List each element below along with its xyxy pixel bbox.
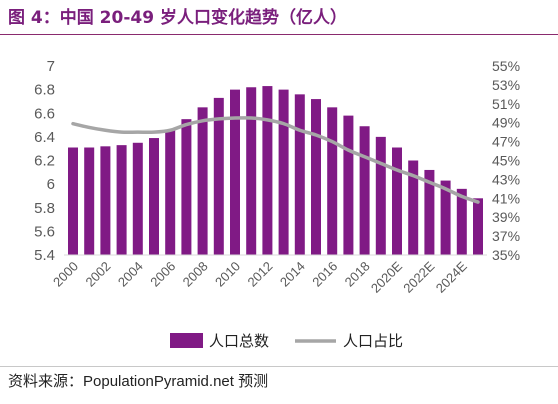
population-total-bar <box>213 97 224 255</box>
left-axis-tick-label: 7 <box>47 58 55 75</box>
left-axis-tick-label: 5.4 <box>34 247 55 264</box>
population-total-bar <box>327 107 338 255</box>
right-axis-tick-label: 51% <box>492 96 520 112</box>
population-total-bar <box>375 136 386 255</box>
population-total-bar <box>278 89 289 255</box>
source-divider <box>0 366 558 367</box>
title-divider <box>0 34 558 35</box>
population-total-bar <box>473 198 483 255</box>
x-axis: 2000 2002 2004 2006 2008 2010 2012 2014 2016 2018… <box>50 254 487 296</box>
left-axis-tick-label: 6 <box>47 176 55 193</box>
population-total-bar <box>408 160 419 255</box>
population-total-bar <box>311 99 321 255</box>
left-axis-tick-label: 6.8 <box>34 82 55 99</box>
right-axis-tick-label: 37% <box>492 228 520 244</box>
population-total-bar <box>440 180 451 255</box>
right-axis-tick-label: 35% <box>492 247 520 263</box>
left-axis-tick-label: 5.6 <box>34 223 55 240</box>
x-axis-tick-label: 2024E <box>433 258 470 295</box>
source-note: 资料来源：PopulationPyramid.net 预测 <box>8 373 269 390</box>
population-total-bars <box>68 86 483 256</box>
right-axis-tick-label: 43% <box>492 171 520 187</box>
population-total-bar <box>424 169 435 255</box>
left-axis-tick-label: 6.2 <box>34 153 55 170</box>
population-total-bar <box>392 147 402 255</box>
x-axis-tick-label: 2006 <box>147 259 178 290</box>
left-axis-tick-label: 6.6 <box>34 105 55 122</box>
population-chart: 5.4 5.6 5.8 6 6.2 6.4 6.6 6.8 7 35% 37% 39% 41% 43% 4… <box>34 58 520 350</box>
x-axis-tick-label: 2014 <box>277 259 308 290</box>
legend-label-total: 人口总数 <box>209 332 269 350</box>
population-total-bar <box>100 146 111 255</box>
x-axis-tick-label: 2016 <box>309 259 340 290</box>
right-axis-tick-label: 47% <box>492 134 520 150</box>
population-total-bar <box>116 145 127 255</box>
legend-swatch-total <box>170 333 203 348</box>
population-share-line <box>71 116 480 204</box>
x-axis-tick-label: 2022E <box>400 258 437 295</box>
population-total-bar <box>294 94 305 255</box>
x-axis-tick-label: 2002 <box>82 259 113 290</box>
population-total-bar <box>246 87 257 255</box>
right-axis-tick-label: 45% <box>492 153 520 169</box>
population-total-bar <box>165 129 176 255</box>
population-share-line-path <box>71 116 480 204</box>
left-axis: 5.4 5.6 5.8 6 6.2 6.4 6.6 6.8 7 <box>34 58 55 264</box>
population-total-bar <box>343 115 354 255</box>
population-total-bar <box>262 86 273 255</box>
population-total-bar <box>359 126 370 256</box>
right-axis-tick-label: 41% <box>492 190 520 206</box>
population-total-bar <box>84 147 95 255</box>
right-axis-tick-label: 49% <box>492 115 520 131</box>
chart-title: 图 4：中国 20-49 岁人口变化趋势（亿人） <box>8 8 347 28</box>
right-axis: 35% 37% 39% 41% 43% 45% 47% 49% 51% 53% 55% <box>492 58 520 263</box>
x-axis-tick-label: 2010 <box>212 259 243 290</box>
x-axis-tick-label: 2008 <box>180 259 211 290</box>
x-axis-tick-label: 2020E <box>368 258 405 295</box>
population-total-bar <box>230 89 240 255</box>
x-axis-tick-label: 2004 <box>115 259 146 290</box>
population-total-bar <box>132 142 143 255</box>
population-total-bar <box>197 107 208 255</box>
left-axis-tick-label: 6.4 <box>34 129 55 146</box>
right-axis-tick-label: 55% <box>492 58 520 74</box>
population-total-bar <box>149 138 159 255</box>
chart-legend: 人口总数 人口占比 <box>170 332 403 350</box>
legend-label-share: 人口占比 <box>343 332 403 350</box>
right-axis-tick-label: 39% <box>492 209 520 225</box>
left-axis-tick-label: 5.8 <box>34 200 55 217</box>
population-total-bar <box>68 147 78 255</box>
population-total-bar <box>456 188 467 255</box>
x-axis-tick-label: 2012 <box>244 259 275 290</box>
population-total-bar <box>181 119 192 255</box>
right-axis-tick-label: 53% <box>492 77 520 93</box>
